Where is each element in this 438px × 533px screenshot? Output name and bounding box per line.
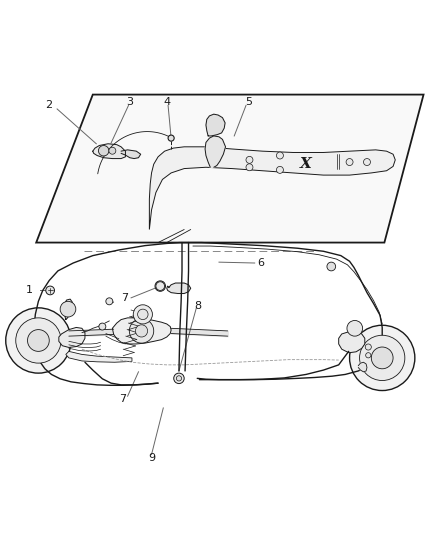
Circle shape [156, 282, 165, 290]
Circle shape [28, 329, 49, 351]
Circle shape [99, 146, 109, 156]
Circle shape [106, 298, 113, 305]
Circle shape [155, 281, 166, 292]
Circle shape [346, 158, 353, 166]
Polygon shape [205, 136, 226, 167]
Polygon shape [64, 299, 72, 320]
Polygon shape [206, 114, 225, 136]
Text: 3: 3 [126, 97, 133, 107]
Polygon shape [66, 351, 132, 362]
Circle shape [276, 166, 283, 173]
Circle shape [138, 309, 148, 320]
Text: 5: 5 [245, 97, 252, 107]
Polygon shape [93, 144, 125, 158]
Circle shape [99, 323, 106, 330]
Circle shape [371, 347, 393, 369]
Circle shape [174, 373, 184, 384]
Circle shape [6, 308, 71, 373]
Circle shape [129, 319, 154, 343]
Text: 4: 4 [163, 97, 170, 107]
Circle shape [276, 152, 283, 159]
Circle shape [327, 262, 336, 271]
Text: 9: 9 [148, 453, 155, 463]
Polygon shape [167, 283, 191, 294]
Text: 6: 6 [257, 258, 264, 268]
Polygon shape [113, 318, 171, 344]
Circle shape [133, 305, 152, 324]
Circle shape [246, 156, 253, 163]
Circle shape [364, 158, 371, 166]
Polygon shape [358, 362, 367, 372]
Circle shape [347, 320, 363, 336]
Circle shape [366, 353, 371, 358]
Circle shape [168, 135, 174, 141]
Circle shape [109, 147, 116, 154]
Text: 1: 1 [26, 286, 33, 295]
Circle shape [350, 325, 415, 391]
Circle shape [60, 301, 76, 317]
Polygon shape [121, 150, 141, 158]
Circle shape [365, 344, 371, 350]
Text: X: X [300, 157, 312, 171]
Circle shape [135, 325, 148, 337]
Text: 7: 7 [119, 394, 126, 404]
Polygon shape [339, 332, 365, 353]
Text: 7: 7 [121, 293, 128, 303]
Circle shape [46, 286, 54, 295]
Polygon shape [149, 147, 395, 230]
Circle shape [360, 335, 405, 381]
Circle shape [246, 164, 253, 171]
Circle shape [16, 318, 61, 363]
Polygon shape [59, 327, 85, 348]
Circle shape [177, 376, 182, 381]
Polygon shape [36, 94, 424, 243]
Text: 8: 8 [194, 301, 201, 311]
Text: 2: 2 [45, 100, 52, 110]
